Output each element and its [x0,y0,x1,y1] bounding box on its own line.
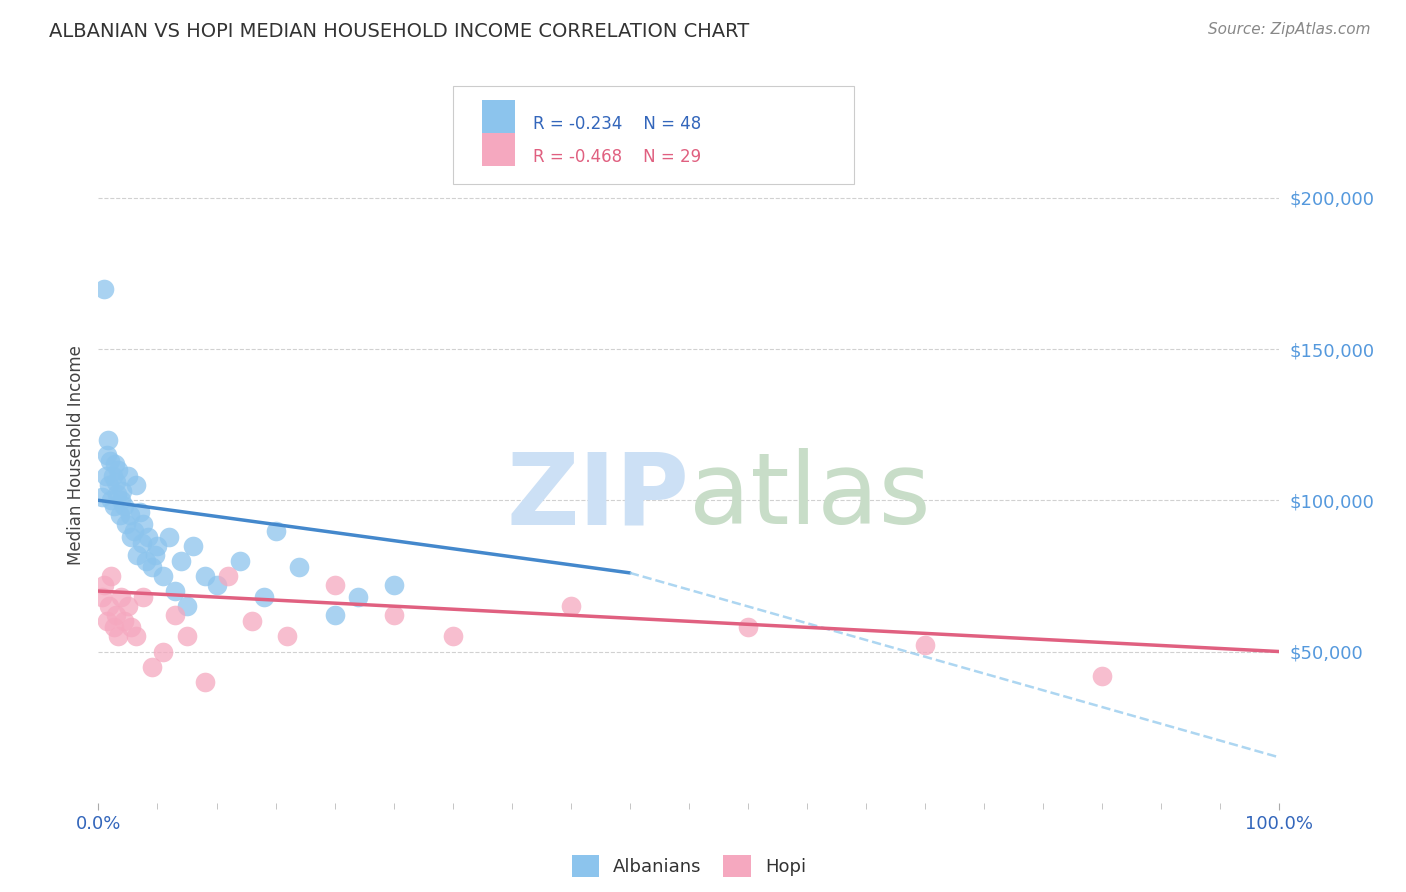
Point [176,599,198,614]
Point [132,517,155,532]
Point [441,629,464,643]
Text: ALBANIAN VS HOPI MEDIAN HOUSEHOLD INCOME CORRELATION CHART: ALBANIAN VS HOPI MEDIAN HOUSEHOLD INCOME… [49,22,749,41]
Point [125,478,148,492]
Point [165,584,187,599]
Text: R = -0.468    N = 29: R = -0.468 N = 29 [533,148,702,166]
FancyBboxPatch shape [453,87,855,184]
Bar [482,133,516,166]
Point [264,524,287,538]
Point [122,524,145,538]
Point [288,559,311,574]
Point [194,674,217,689]
Point [105,487,128,501]
Point [121,620,143,634]
Point [103,620,125,634]
Point [100,569,122,583]
Point [91,590,114,604]
Point [737,620,759,634]
Point [121,530,143,544]
Point [97,433,120,447]
Point [276,629,298,643]
Point [181,539,204,553]
Point [217,569,239,583]
Point [93,578,115,592]
Point [117,469,139,483]
Point [347,590,370,604]
Point [152,569,174,583]
Point [323,578,346,592]
Point [110,493,132,508]
Point [323,608,346,623]
Point [176,629,198,643]
Text: Source: ZipAtlas.com: Source: ZipAtlas.com [1208,22,1371,37]
Point [100,493,122,508]
Point [112,615,135,629]
Point [253,590,276,604]
Point [125,629,148,643]
Point [205,578,228,592]
Point [128,505,150,519]
Point [560,599,582,614]
Point [143,548,166,562]
Point [120,508,142,523]
Point [136,530,159,544]
Point [157,530,180,544]
Text: R = -0.234    N = 48: R = -0.234 N = 48 [533,115,702,134]
Point [94,469,117,483]
Point [98,454,121,468]
Point [104,457,127,471]
Point [93,281,115,295]
Point [91,490,114,504]
Point [127,548,149,562]
Point [101,469,124,483]
Point [112,500,135,514]
Point [132,590,155,604]
Point [141,659,163,673]
Point [105,475,128,490]
Bar [482,100,516,134]
Point [103,500,125,514]
Point [1091,669,1114,683]
Point [135,554,157,568]
Point [98,599,121,614]
Point [382,578,405,592]
Point [165,608,187,623]
Point [107,463,129,477]
Point [108,508,131,523]
Point [152,644,174,658]
Point [141,559,163,574]
Text: ZIP: ZIP [506,448,689,545]
Point [110,590,132,604]
Point [111,484,134,499]
Point [105,608,128,623]
Point [382,608,405,623]
Point [96,448,118,462]
Point [170,554,193,568]
Point [914,639,936,653]
Point [131,535,153,549]
Text: atlas: atlas [689,448,931,545]
Point [96,615,118,629]
Point [194,569,217,583]
Point [117,599,139,614]
Point [98,478,121,492]
Legend: Albanians, Hopi: Albanians, Hopi [565,847,813,884]
Point [146,539,169,553]
Point [240,615,263,629]
Point [114,517,136,532]
Point [229,554,252,568]
Point [107,629,129,643]
Y-axis label: Median Household Income: Median Household Income [66,345,84,565]
